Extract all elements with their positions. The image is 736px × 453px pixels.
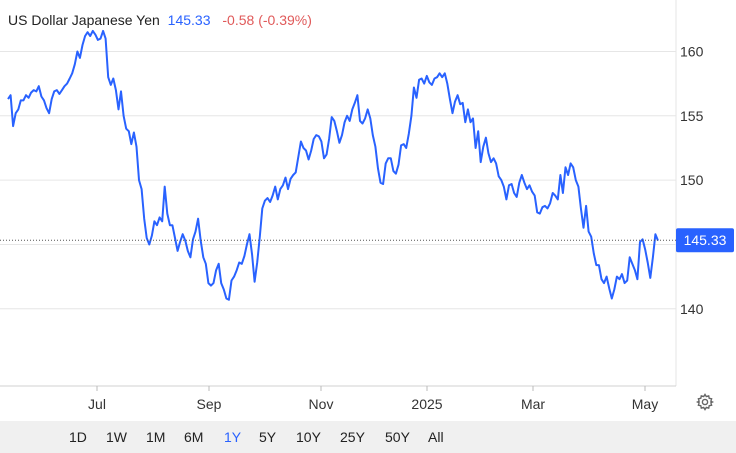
y-tick-label: 155 [680, 108, 704, 124]
x-tick-label: Nov [309, 396, 334, 412]
y-tick-label: 160 [680, 43, 704, 59]
last-price-layer: 145.33 [0, 228, 734, 253]
x-tick-label: Sep [197, 396, 222, 412]
instrument-name: US Dollar Japanese Yen [8, 12, 160, 28]
price-line [7, 29, 659, 301]
range-button-1w[interactable]: 1W [104, 426, 129, 448]
chart-header: US Dollar Japanese Yen 145.33 -0.58 (-0.… [8, 12, 312, 28]
x-tick-label: Mar [521, 396, 545, 412]
y-tick-label: 150 [680, 172, 704, 188]
x-tick-label: 2025 [411, 396, 442, 412]
range-button-1d[interactable]: 1D [67, 426, 89, 448]
range-button-10y[interactable]: 10Y [294, 426, 323, 448]
x-tick-label: May [632, 396, 658, 412]
price-change: -0.58 (-0.39%) [222, 12, 312, 28]
x-axis-labels: Jul Sep Nov 2025 Mar May [88, 386, 658, 412]
range-selector: 1D 1W 1M 6M 1Y 5Y 10Y 25Y 50Y All [0, 421, 736, 453]
range-button-5y[interactable]: 5Y [257, 426, 278, 448]
range-button-1y[interactable]: 1Y [222, 426, 243, 448]
last-price-label: 145.33 [684, 232, 727, 248]
range-button-6m[interactable]: 6M [182, 426, 205, 448]
range-button-50y[interactable]: 50Y [383, 426, 412, 448]
range-button-1m[interactable]: 1M [144, 426, 167, 448]
y-axis-labels: 140145150155160 [680, 43, 704, 316]
y-tick-label: 140 [680, 301, 704, 317]
range-button-25y[interactable]: 25Y [338, 426, 367, 448]
series-layer [7, 29, 659, 301]
current-price: 145.33 [167, 12, 211, 28]
gear-icon[interactable] [695, 392, 715, 412]
last-price-badge [676, 228, 734, 253]
range-button-all[interactable]: All [426, 426, 446, 448]
grid [0, 50, 676, 310]
x-tick-label: Jul [88, 396, 106, 412]
